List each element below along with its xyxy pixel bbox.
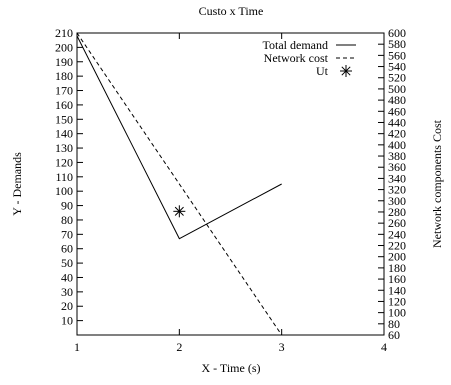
y-tick-label: 10: [61, 314, 73, 328]
series-layer: [76, 32, 283, 336]
y2-tick-label: 300: [388, 194, 406, 208]
y2-tick-label: 120: [388, 294, 406, 308]
y-tick-label: 80: [61, 213, 73, 227]
y-tick-label: 170: [55, 84, 73, 98]
y-tick-label: 190: [55, 55, 73, 69]
y-tick-label: 20: [61, 299, 73, 313]
legend-marker-ut: [340, 65, 352, 77]
y-tick-label: 150: [55, 112, 73, 126]
y2-tick-label: 540: [388, 60, 406, 74]
y-tick-label: 200: [55, 40, 73, 54]
y2-tick-label: 140: [388, 283, 406, 297]
y-axis-left: 1020304050607080901001101201301401501601…: [55, 26, 83, 328]
y2-tick-label: 100: [388, 306, 406, 320]
y2-axis-label: Network components Cost: [430, 119, 444, 248]
y2-tick-label: 360: [388, 160, 406, 174]
y2-tick-label: 240: [388, 227, 406, 241]
x-tick-label: 4: [381, 340, 387, 354]
x-tick-label: 1: [74, 340, 80, 354]
x-axis: 1 2 3 4: [74, 33, 387, 354]
y-tick-label: 30: [61, 285, 73, 299]
y-tick-label: 100: [55, 184, 73, 198]
legend-label: Ut: [316, 64, 329, 78]
y2-tick-label: 160: [388, 272, 406, 286]
x-axis-label: X - Time (s): [201, 361, 260, 375]
y-tick-label: 40: [61, 270, 73, 284]
y2-tick-label: 580: [388, 37, 406, 51]
y-tick-label: 210: [55, 26, 73, 40]
y2-tick-label: 480: [388, 93, 406, 107]
y-tick-label: 130: [55, 141, 73, 155]
y2-tick-label: 520: [388, 71, 406, 85]
y2-tick-label: 560: [388, 48, 406, 62]
y-tick-label: 160: [55, 98, 73, 112]
series-total-demand-line: [76, 35, 282, 240]
y2-tick-label: 80: [388, 317, 400, 331]
y-tick-label: 70: [61, 227, 73, 241]
x-tick-label: 3: [279, 340, 285, 354]
y-tick-label: 180: [55, 69, 73, 83]
y2-tick-label: 380: [388, 149, 406, 163]
y2-tick-label: 500: [388, 82, 406, 96]
y2-tick-label: 340: [388, 171, 406, 185]
series-network-cost-line: [76, 32, 283, 336]
x-tick-label: 2: [176, 340, 182, 354]
y2-tick-label: 420: [388, 127, 406, 141]
plot-frame: [76, 32, 385, 336]
legend-label: Network cost: [264, 51, 329, 65]
y-tick-label: 50: [61, 256, 73, 270]
y-tick-label: 60: [61, 242, 73, 256]
y-tick-label: 140: [55, 127, 73, 141]
y2-tick-label: 200: [388, 250, 406, 264]
y-tick-label: 110: [55, 170, 73, 184]
y-axis-right: 6080100120140160180200220240260280300320…: [378, 26, 406, 342]
y-axis-label: Y - Demands: [10, 152, 24, 216]
y2-tick-label: 440: [388, 115, 406, 129]
legend-label: Total demand: [263, 38, 328, 52]
y-tick-label: 120: [55, 155, 73, 169]
series-ut-marker: [173, 205, 186, 218]
y2-tick-label: 60: [388, 328, 400, 342]
y2-tick-label: 400: [388, 138, 406, 152]
y2-tick-label: 460: [388, 104, 406, 118]
chart-title: Custo x Time: [199, 4, 264, 18]
y2-tick-label: 220: [388, 239, 406, 253]
y2-tick-label: 260: [388, 216, 406, 230]
y2-tick-label: 280: [388, 205, 406, 219]
y2-tick-label: 320: [388, 183, 406, 197]
y2-tick-label: 600: [388, 26, 406, 40]
y-tick-label: 90: [61, 199, 73, 213]
y2-tick-label: 180: [388, 261, 406, 275]
